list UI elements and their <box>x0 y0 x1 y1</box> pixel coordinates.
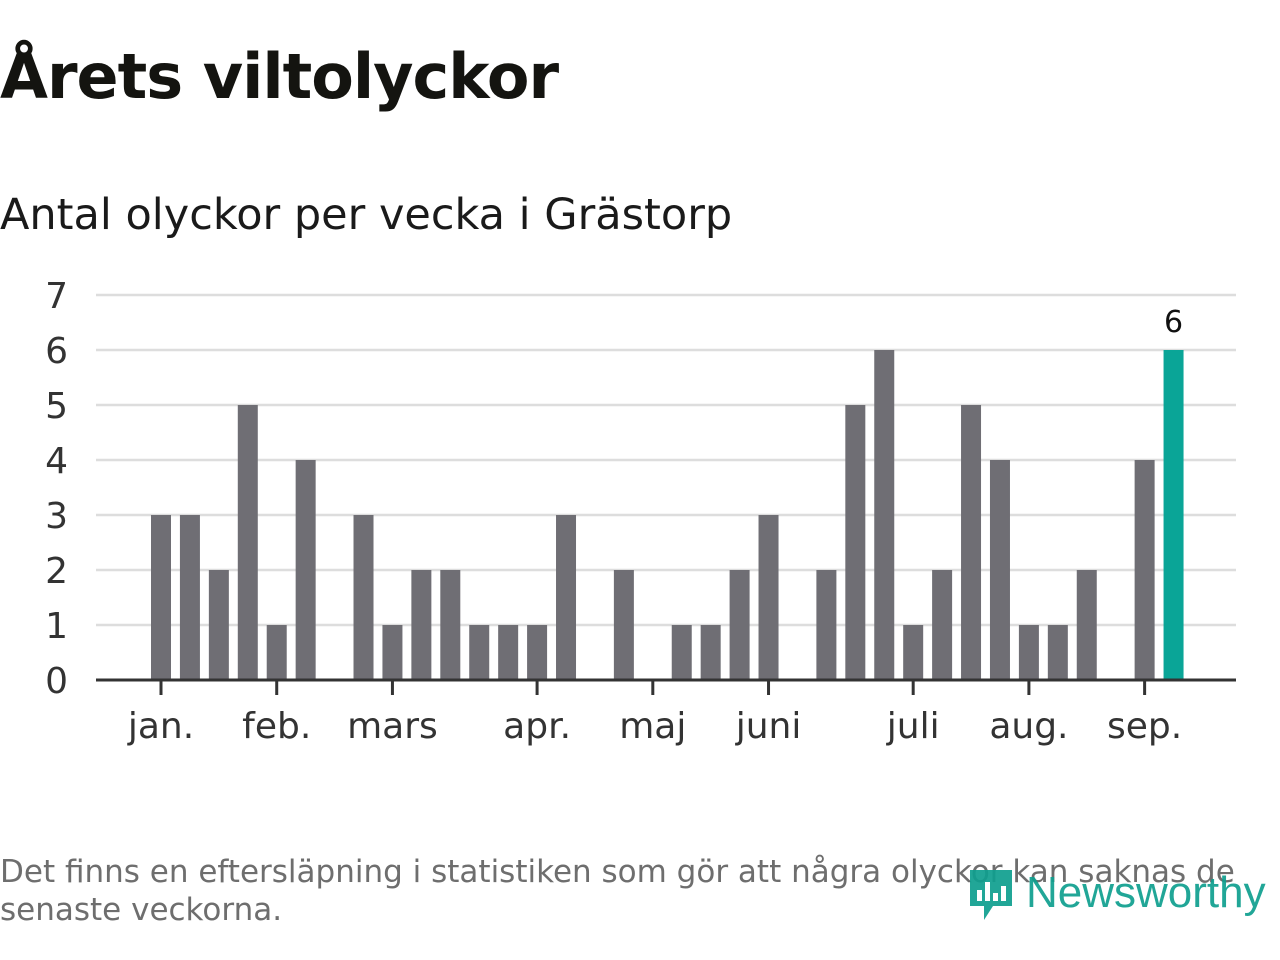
bar <box>1134 460 1155 680</box>
bar <box>353 515 374 680</box>
bar <box>729 570 750 680</box>
bar <box>903 625 924 680</box>
x-tick-label: aug. <box>989 706 1068 747</box>
gridlines <box>96 293 1236 627</box>
bar <box>1018 625 1039 680</box>
bar-chart: 0 1 2 3 4 5 6 7 jan. feb. mars apr. maj juni juli aug.… <box>45 276 1236 747</box>
x-tick-label: sep. <box>1107 706 1182 747</box>
x-tick-label: juni <box>735 706 802 747</box>
x-tick-label: juli <box>886 706 940 747</box>
chart-subtitle: Antal olyckor per vecka i Grästorp <box>0 190 733 240</box>
bar <box>613 570 634 680</box>
y-tick-label: 3 <box>45 496 68 537</box>
bar <box>961 405 982 680</box>
bars <box>151 350 1184 680</box>
bar <box>266 625 287 680</box>
bar <box>237 405 258 680</box>
y-tick-label: 0 <box>45 661 68 702</box>
y-tick-label: 4 <box>45 441 68 482</box>
bar <box>671 625 692 680</box>
x-tick-label: apr. <box>503 706 571 747</box>
y-tick-label: 2 <box>45 551 68 592</box>
bar <box>700 625 721 680</box>
bar <box>989 460 1010 680</box>
chart-title: Årets viltolyckor <box>0 40 559 113</box>
y-tick-label: 6 <box>45 331 68 372</box>
x-tick-label: mars <box>347 706 438 747</box>
bar <box>527 625 548 680</box>
y-tick-label: 5 <box>45 386 68 427</box>
bar <box>816 570 837 680</box>
bar <box>845 405 866 680</box>
bar-highlight <box>1163 350 1184 680</box>
bar <box>440 570 461 680</box>
bar <box>469 625 490 680</box>
x-axis: jan. feb. mars apr. maj juni juli aug. sep. <box>96 678 1236 747</box>
x-tick-label: jan. <box>127 706 194 747</box>
x-tick-label: maj <box>619 706 686 747</box>
brand-name: Newsworthy <box>1026 868 1266 917</box>
bar <box>932 570 953 680</box>
bar <box>151 515 171 680</box>
bar <box>498 625 519 680</box>
bar <box>556 515 577 680</box>
data-labels: 6 <box>1164 305 1183 340</box>
bar <box>758 515 779 680</box>
y-axis-ticks: 0 1 2 3 4 5 6 7 <box>45 276 68 702</box>
brand-logo: Newsworthy <box>966 862 1266 924</box>
footnote: Det finns en eftersläpning i statistiken… <box>0 854 1235 928</box>
bar <box>874 350 895 680</box>
newsworthy-logo-icon <box>970 870 1012 920</box>
y-tick-label: 7 <box>45 276 68 317</box>
bar <box>411 570 432 680</box>
bar <box>179 515 200 680</box>
x-tick-label: feb. <box>242 706 311 747</box>
y-tick-label: 1 <box>45 606 68 647</box>
bar <box>382 625 403 680</box>
bar <box>295 460 316 680</box>
data-label: 6 <box>1164 305 1183 340</box>
bar <box>1047 625 1068 680</box>
bar <box>208 570 229 680</box>
bar <box>1076 570 1097 680</box>
